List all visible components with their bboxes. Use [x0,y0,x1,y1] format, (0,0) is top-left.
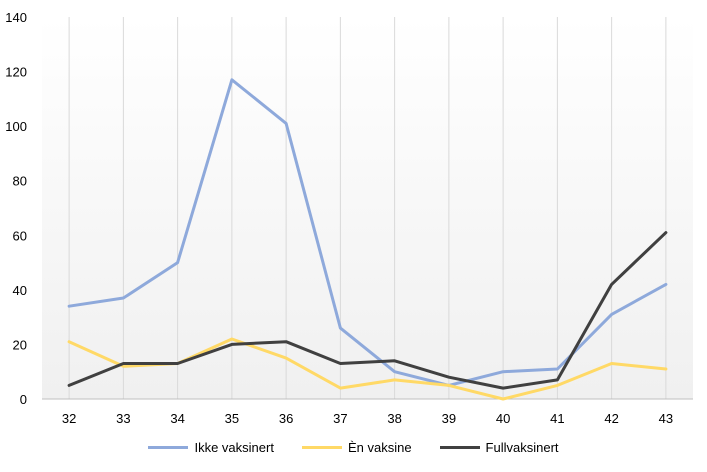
legend-swatch [439,446,480,449]
y-tick-label: 140 [5,10,27,25]
series-line-0 [67,78,668,387]
legend-label: Èn vaksine [347,440,412,455]
x-tick-label: 42 [604,411,618,426]
y-tick-label: 80 [13,174,27,189]
legend-item-1: Èn vaksine [301,440,412,455]
y-tick-label: 120 [5,65,27,80]
x-tick-label: 34 [170,411,184,426]
legend-item-2: Fullvaksinert [439,440,559,455]
plot-background [42,17,693,399]
x-tick-label: 33 [116,411,130,426]
x-tick-label: 41 [550,411,564,426]
y-tick-label: 100 [5,119,27,134]
line-chart: 0 20 40 60 80 100 120 140 32 33 34 35 36 37 38 39 40 41 42… [5,10,693,426]
axes: 0 20 40 60 80 100 120 140 32 33 34 35 36 37 38 39 40 41 42… [5,10,693,426]
legend-swatch [148,446,189,449]
x-tick-label: 43 [659,411,673,426]
y-tick-label: 20 [13,337,27,352]
x-tick-label: 36 [279,411,293,426]
legend-label: Ikke vaksinert [194,440,274,455]
series-line-2 [67,231,668,390]
x-tick-label: 40 [496,411,510,426]
x-tick-label: 35 [225,411,239,426]
grid-lines [68,17,667,399]
legend-label: Fullvaksinert [485,440,559,455]
legend: Ikke vaksinert Èn vaksine Fullvaksinert [0,440,707,455]
legend-item-0: Ikke vaksinert [148,440,274,455]
y-tick-label: 0 [20,392,27,407]
x-tick-label: 38 [387,411,401,426]
legend-swatch [301,446,342,449]
x-tick-label: 37 [333,411,347,426]
x-tick-label: 32 [62,411,76,426]
series-lines [67,78,668,401]
y-tick-label: 60 [13,228,27,243]
y-tick-label: 40 [13,283,27,298]
x-tick-label: 39 [442,411,456,426]
